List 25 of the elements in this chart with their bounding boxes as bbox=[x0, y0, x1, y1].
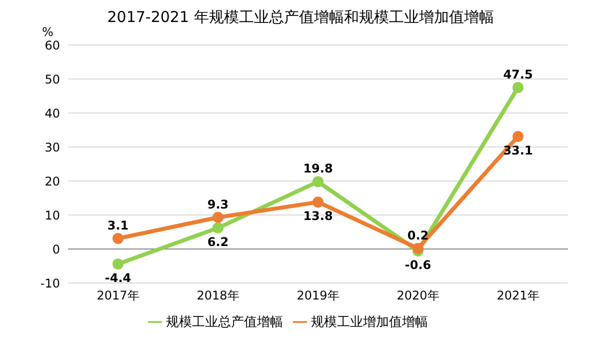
data-label: 47.5 bbox=[503, 68, 533, 82]
y-tick-label: -10 bbox=[40, 276, 60, 290]
x-tick-label: 2020年 bbox=[396, 288, 440, 303]
x-tick-label: 2021年 bbox=[496, 288, 540, 303]
data-label: -4.4 bbox=[104, 270, 132, 285]
legend-label: 规模工业增加值增幅 bbox=[311, 315, 428, 330]
chart-title: 2017-2021 年规模工业总产值增幅和规模工业增加值增幅 bbox=[107, 8, 494, 26]
y-tick-label: 30 bbox=[44, 140, 60, 154]
legend-label: 规模工业总产值增幅 bbox=[166, 315, 283, 330]
data-label: 9.3 bbox=[207, 197, 229, 212]
y-axis-title: % bbox=[42, 25, 54, 39]
x-tick-label: 2018年 bbox=[196, 288, 240, 303]
y-tick-label: 10 bbox=[44, 208, 60, 222]
y-tick-label: 60 bbox=[44, 38, 60, 52]
data-label: 19.8 bbox=[303, 162, 333, 176]
x-tick-label: 2017年 bbox=[96, 288, 140, 303]
data-label: 6.2 bbox=[207, 234, 229, 249]
y-tick-label: 20 bbox=[44, 174, 60, 188]
data-label: -0.6 bbox=[404, 258, 432, 272]
data-label: 13.8 bbox=[303, 209, 333, 224]
y-tick-label: 50 bbox=[44, 72, 60, 86]
y-tick-label: 0 bbox=[52, 242, 60, 256]
x-tick-label: 2019年 bbox=[296, 288, 340, 303]
data-label: 3.1 bbox=[107, 218, 129, 232]
y-tick-label: 40 bbox=[44, 106, 60, 120]
